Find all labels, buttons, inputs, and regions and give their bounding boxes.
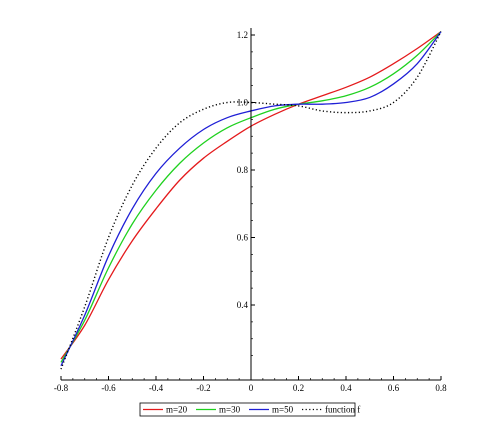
legend: m=20 m=30 m=50 function f	[139, 402, 360, 417]
legend-label-1: m=20	[166, 405, 188, 415]
x-tick-label: 0	[249, 383, 254, 393]
y-tick-label: 0.8	[237, 165, 249, 175]
x-tick-label: 0.2	[293, 383, 304, 393]
x-tick-label: -0.6	[101, 383, 116, 393]
x-tick-label: 0.6	[388, 383, 400, 393]
y-tick-label: 1.2	[237, 30, 248, 40]
y-tick-label: 0.4	[237, 300, 249, 310]
x-tick-label: -0.4	[149, 383, 164, 393]
x-tick-label: 0.4	[340, 383, 352, 393]
y-tick-label: 0.6	[237, 233, 249, 243]
legend-label-2: m=30	[219, 405, 241, 415]
x-tick-label: -0.2	[196, 383, 210, 393]
y-tick-label: 1.0	[237, 98, 249, 108]
x-tick-label: 0.8	[435, 383, 447, 393]
x-ticks: -0.8 -0.6 -0.4 -0.2 0 0.2 0.4 0.6 0.8	[54, 376, 447, 393]
x-tick-label: -0.8	[54, 383, 69, 393]
legend-label-4: function f	[325, 405, 360, 415]
legend-box	[139, 402, 356, 417]
legend-label-3: m=50	[272, 405, 294, 415]
y-ticks: 0.4 0.6 0.8 1.0 1.2	[237, 30, 255, 356]
